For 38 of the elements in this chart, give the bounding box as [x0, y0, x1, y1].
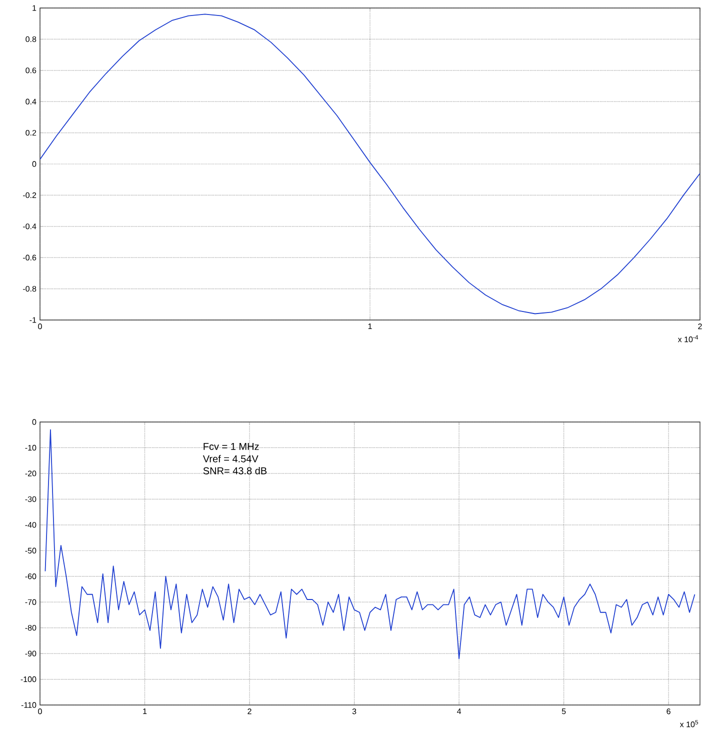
- y-tick-label: -10: [25, 444, 36, 451]
- annotation: SNR= 43.8 dB: [204, 467, 267, 474]
- y-tick-label: 0.8: [26, 36, 36, 42]
- y-tick-label: -0.6: [23, 254, 36, 260]
- y-tick-label: -90: [25, 650, 36, 656]
- x-tick-label: 3: [352, 708, 356, 714]
- text: x 10$^{5}$: [680, 720, 698, 728]
- y-tick-label: -20: [25, 470, 36, 476]
- x-tick-label: 4: [457, 708, 462, 714]
- x-tick-label: 6: [666, 708, 671, 714]
- x-tick-label: 2: [698, 324, 702, 330]
- y-tick-label: 1: [32, 5, 36, 11]
- x-tick-label: 1: [143, 708, 147, 714]
- x-tick-label: 0: [38, 324, 42, 330]
- y-tick-label: -60: [25, 574, 36, 580]
- annotation: Fcv = 1 MHz: [204, 443, 260, 450]
- y-tick-label: -0.4: [23, 224, 36, 230]
- y-tick-label: -100: [21, 676, 36, 682]
- y-tick-label: -110: [22, 702, 36, 708]
- y-tick-label: 0: [32, 161, 36, 167]
- y-tick-label: -1: [30, 317, 36, 323]
- y-tick-label: -0.2: [23, 192, 36, 198]
- y-tick-label: -50: [25, 548, 36, 554]
- y-tick-label: -40: [25, 522, 36, 528]
- x-tick-label: 1: [368, 324, 372, 330]
- x-tick-label: 0: [38, 708, 42, 714]
- text: x 10$^{-4}$: [678, 335, 698, 342]
- y-tick-label: 0: [32, 419, 36, 425]
- y-tick-label: -70: [25, 599, 36, 605]
- y-tick-label: 0.2: [26, 130, 36, 136]
- annotation: Vref = 4.54V: [203, 454, 259, 462]
- y-tick-label: 0.4: [26, 98, 36, 104]
- y-tick-label: 0.6: [26, 68, 36, 74]
- x-tick-label: 2: [248, 708, 252, 714]
- y-tick-label: -0.8: [23, 286, 36, 292]
- y-tick-label: -80: [25, 624, 36, 631]
- y-tick-label: -30: [25, 496, 36, 502]
- x-tick-label: 5: [562, 708, 566, 714]
